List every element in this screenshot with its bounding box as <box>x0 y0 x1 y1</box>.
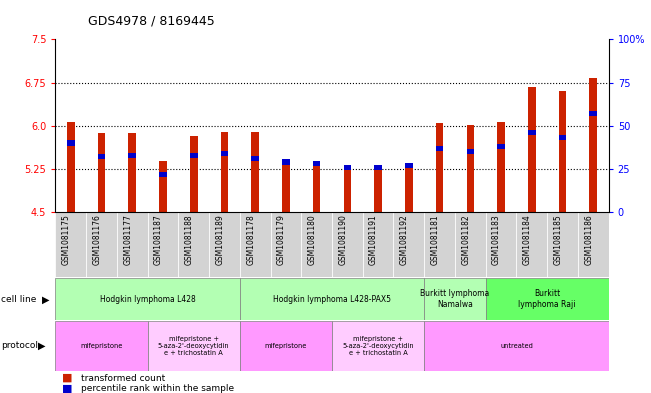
Bar <box>301 212 332 277</box>
Bar <box>221 151 229 156</box>
Bar <box>190 152 197 158</box>
Bar <box>424 212 455 277</box>
Bar <box>497 122 505 212</box>
Bar <box>312 161 320 166</box>
Bar <box>55 278 240 320</box>
Text: GSM1081181: GSM1081181 <box>430 214 439 265</box>
Bar <box>159 172 167 177</box>
Text: GSM1081179: GSM1081179 <box>277 214 286 265</box>
Bar <box>221 132 229 212</box>
Bar <box>282 160 290 165</box>
Text: GSM1081178: GSM1081178 <box>246 214 255 265</box>
Bar <box>528 87 536 212</box>
Bar <box>159 162 167 212</box>
Bar <box>344 165 352 170</box>
Text: percentile rank within the sample: percentile rank within the sample <box>81 384 234 393</box>
Text: ▶: ▶ <box>42 295 50 305</box>
Bar <box>559 91 566 212</box>
Bar <box>393 212 424 277</box>
Bar <box>117 212 148 277</box>
Text: GSM1081189: GSM1081189 <box>215 214 225 265</box>
Bar <box>55 321 148 371</box>
Text: GSM1081188: GSM1081188 <box>185 214 194 265</box>
Text: Hodgkin lymphoma L428-PAX5: Hodgkin lymphoma L428-PAX5 <box>273 295 391 303</box>
Bar <box>240 212 271 277</box>
Text: GSM1081183: GSM1081183 <box>492 214 501 265</box>
Text: GSM1081186: GSM1081186 <box>585 214 593 265</box>
Text: Burkitt
lymphoma Raji: Burkitt lymphoma Raji <box>518 289 576 309</box>
Bar <box>240 321 332 371</box>
Bar <box>497 144 505 149</box>
Bar <box>312 162 320 212</box>
Text: ▶: ▶ <box>38 341 46 351</box>
Bar <box>148 212 178 277</box>
Bar <box>251 156 259 161</box>
Text: protocol: protocol <box>1 342 38 350</box>
Text: GSM1081182: GSM1081182 <box>462 214 470 265</box>
Bar <box>589 78 597 212</box>
Bar <box>148 321 240 371</box>
Text: transformed count: transformed count <box>81 374 165 382</box>
Bar <box>528 130 536 135</box>
Bar <box>424 278 486 320</box>
Bar <box>405 163 413 168</box>
Text: Burkitt lymphoma
Namalwa: Burkitt lymphoma Namalwa <box>421 289 490 309</box>
Text: ■: ■ <box>62 373 72 383</box>
Text: cell line: cell line <box>1 296 36 304</box>
Bar <box>516 212 547 277</box>
Text: GSM1081192: GSM1081192 <box>400 214 409 265</box>
Text: Hodgkin lymphoma L428: Hodgkin lymphoma L428 <box>100 295 195 303</box>
Bar <box>363 212 393 277</box>
Bar <box>86 212 117 277</box>
Bar <box>467 125 474 212</box>
Bar <box>436 146 443 151</box>
Bar <box>486 212 516 277</box>
Bar <box>67 122 75 212</box>
Bar <box>190 136 197 212</box>
Bar <box>424 321 609 371</box>
Bar <box>251 132 259 212</box>
Bar <box>240 278 424 320</box>
Bar <box>332 321 424 371</box>
Bar <box>55 212 86 277</box>
Bar <box>98 133 105 212</box>
Text: GSM1081177: GSM1081177 <box>123 214 132 265</box>
Bar <box>128 152 136 158</box>
Text: mifepristone +
5-aza-2'-deoxycytidin
e + trichostatin A: mifepristone + 5-aza-2'-deoxycytidin e +… <box>158 336 230 356</box>
Bar <box>467 149 474 154</box>
Text: mifepristone: mifepristone <box>265 343 307 349</box>
Bar <box>67 140 75 146</box>
Bar <box>282 162 290 212</box>
Bar <box>344 170 352 212</box>
Text: mifepristone +
5-aza-2'-deoxycytidin
e + trichostatin A: mifepristone + 5-aza-2'-deoxycytidin e +… <box>342 336 414 356</box>
Bar <box>178 212 209 277</box>
Text: untreated: untreated <box>500 343 533 349</box>
Text: GSM1081191: GSM1081191 <box>369 214 378 265</box>
Bar <box>486 278 609 320</box>
Bar <box>98 154 105 160</box>
Text: GDS4978 / 8169445: GDS4978 / 8169445 <box>88 15 215 28</box>
Bar <box>209 212 240 277</box>
Text: ■: ■ <box>62 383 72 393</box>
Bar <box>128 133 136 212</box>
Text: GSM1081190: GSM1081190 <box>339 214 348 265</box>
Text: GSM1081187: GSM1081187 <box>154 214 163 265</box>
Bar <box>589 111 597 116</box>
Text: mifepristone: mifepristone <box>80 343 122 349</box>
Bar <box>374 165 382 170</box>
Text: GSM1081184: GSM1081184 <box>523 214 532 265</box>
Bar <box>405 166 413 212</box>
Text: GSM1081180: GSM1081180 <box>308 214 316 265</box>
Bar <box>559 135 566 140</box>
Bar <box>332 212 363 277</box>
Bar <box>455 212 486 277</box>
Text: GSM1081176: GSM1081176 <box>92 214 102 265</box>
Text: GSM1081175: GSM1081175 <box>62 214 71 265</box>
Bar <box>374 169 382 212</box>
Bar <box>271 212 301 277</box>
Bar <box>578 212 609 277</box>
Bar <box>436 123 443 212</box>
Text: GSM1081185: GSM1081185 <box>553 214 562 265</box>
Bar <box>547 212 578 277</box>
